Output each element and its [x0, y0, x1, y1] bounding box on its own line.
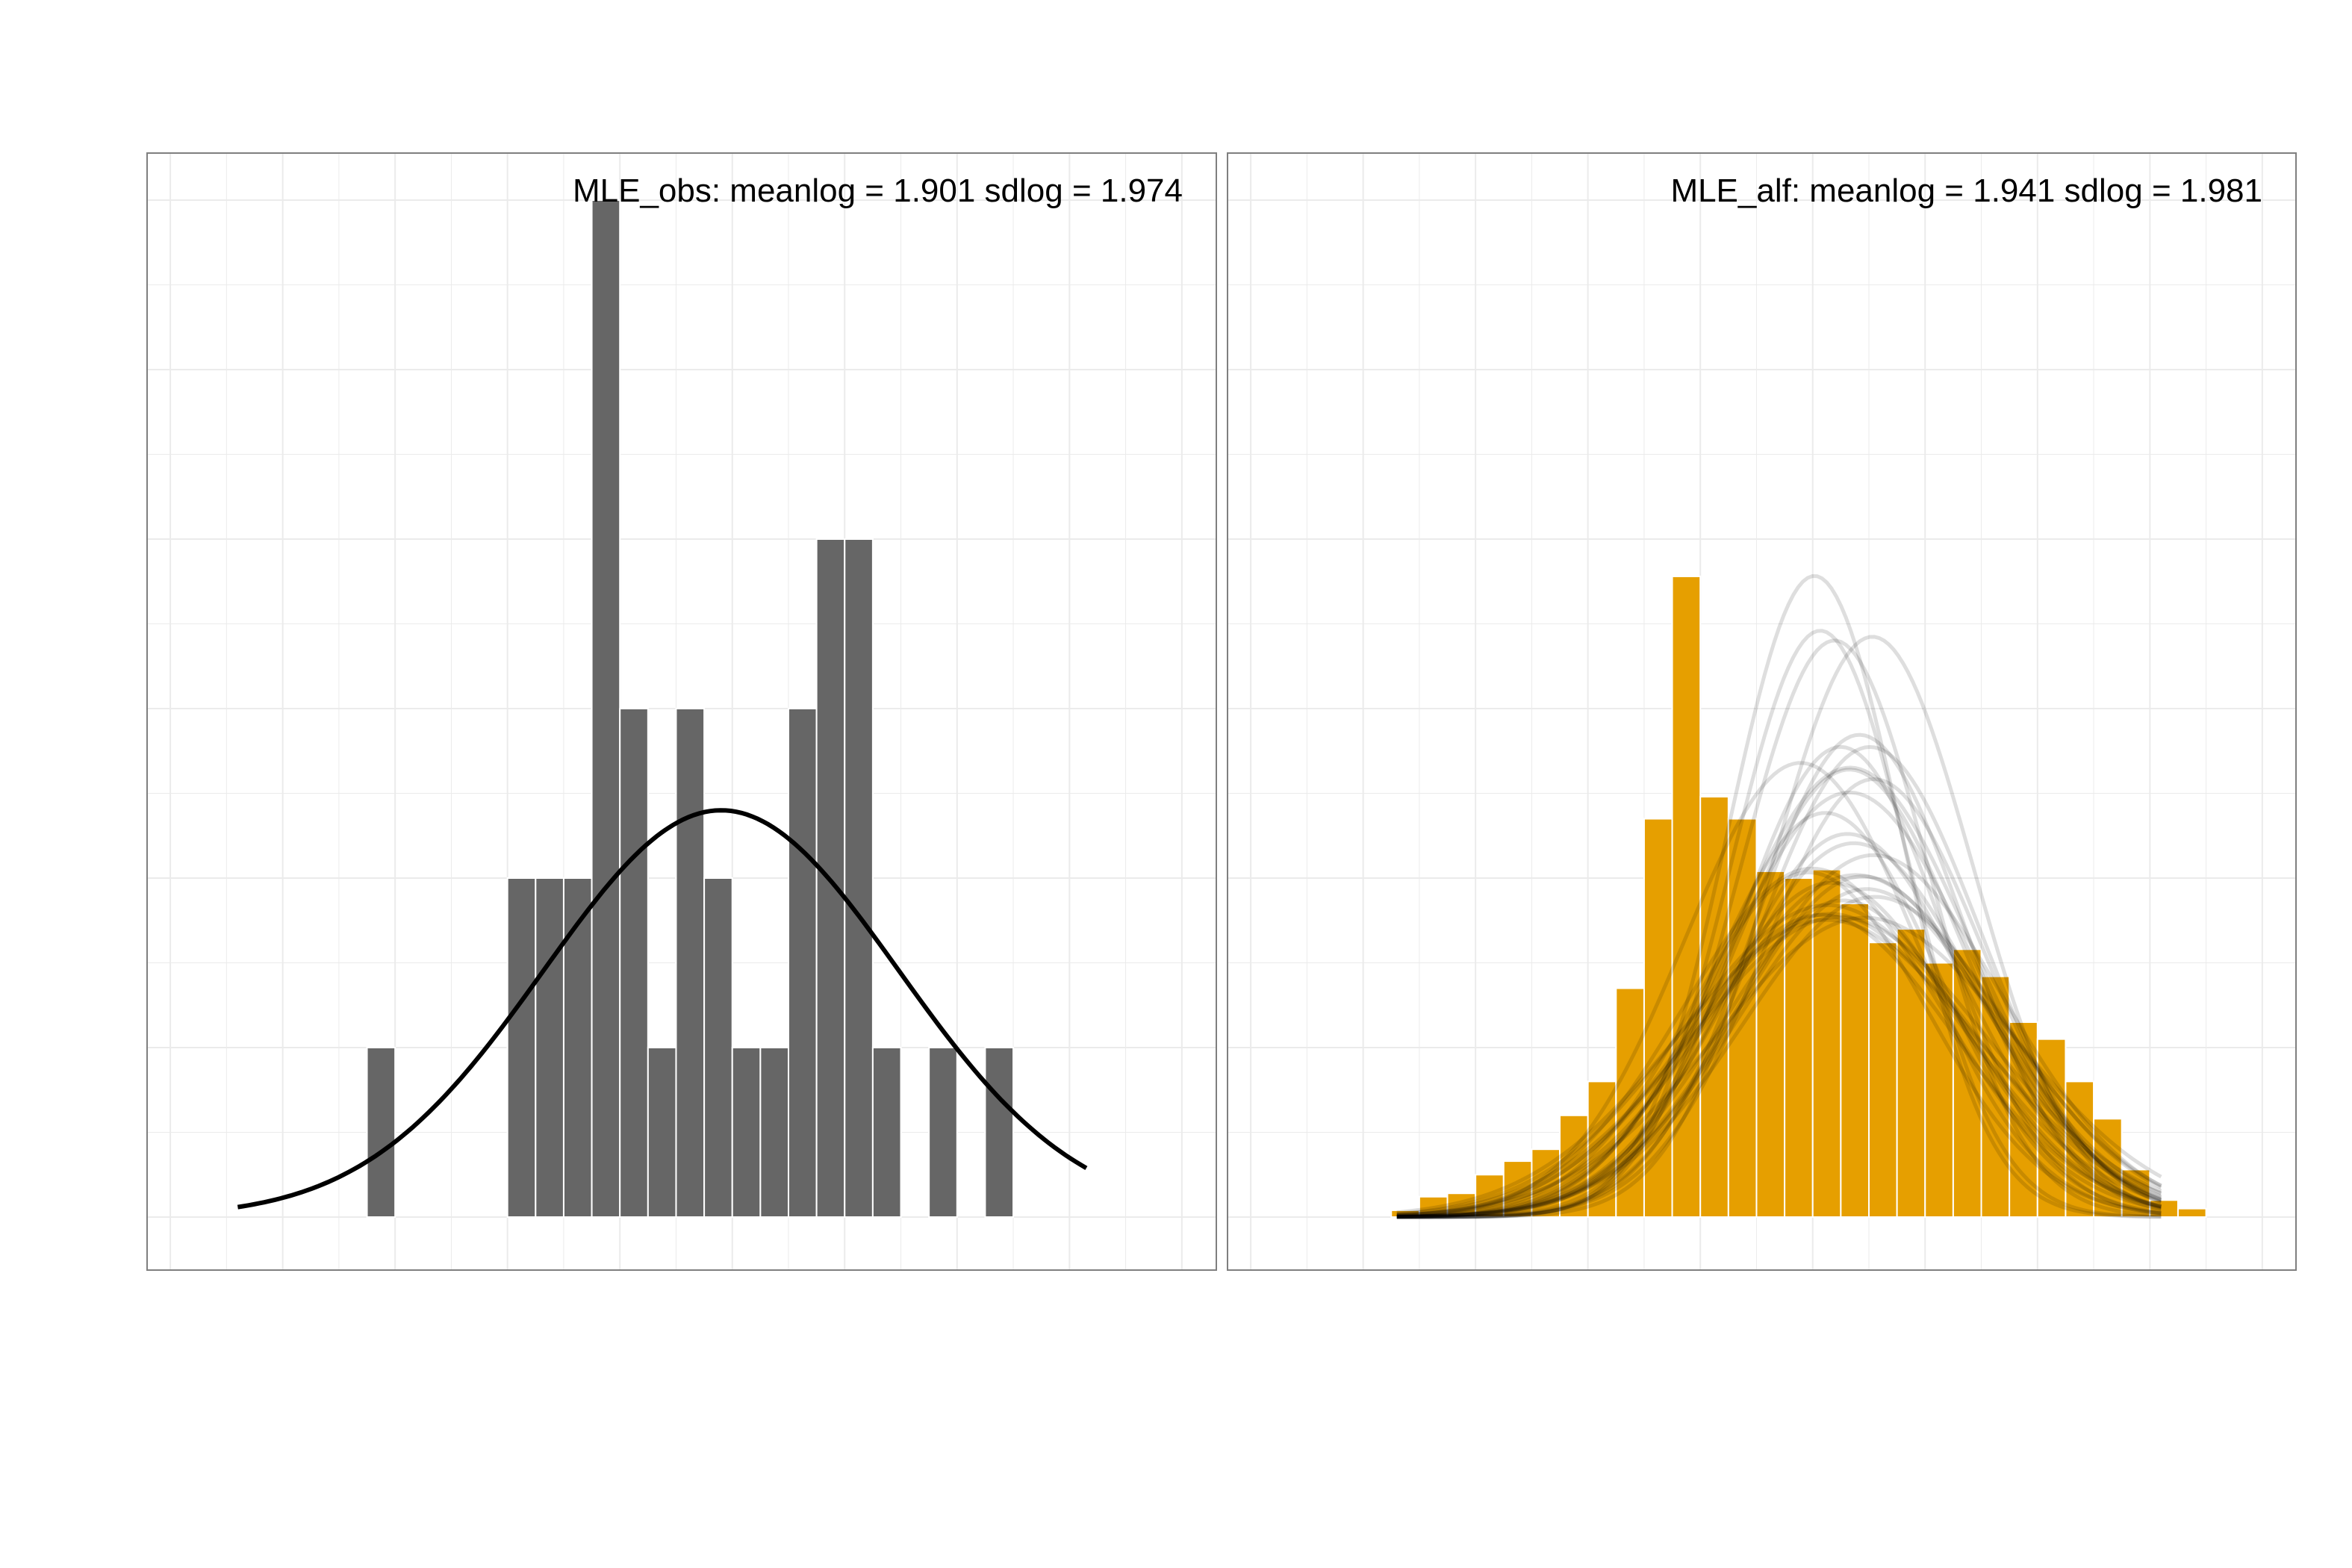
histogram-bar [1446, 1192, 1477, 1218]
bootstrap-density-curve [1396, 866, 2162, 1218]
bootstrap-density-curve [1396, 853, 2162, 1219]
bootstrap-density-curve [1396, 898, 2162, 1219]
histogram-bar [562, 877, 593, 1218]
histogram-bar [928, 1047, 958, 1218]
bootstrap-density-curve [1396, 811, 2162, 1219]
histogram-bar [1727, 818, 1758, 1218]
bootstrap-density-curve [1396, 832, 2162, 1219]
bootstrap-density-curve [1396, 573, 2162, 1219]
histogram-bar [1868, 942, 1898, 1218]
left-annotation: MLE_obs: meanlog = 1.901 sdlog = 1.974 [572, 172, 1183, 209]
histogram-bar [1924, 962, 1954, 1218]
histogram-bar [535, 877, 564, 1218]
histogram-bar [1980, 975, 2011, 1219]
histogram-bar [2065, 1080, 2095, 1219]
right-annotation: MLE_alf: meanlog = 1.941 sdlog = 1.981 [1670, 172, 2262, 209]
histogram-bar [731, 1047, 762, 1218]
histogram-bar [703, 877, 733, 1218]
bootstrap-density-curve [1396, 744, 2162, 1219]
bootstrap-density-curve [1396, 903, 2162, 1216]
histogram-bars [366, 199, 1015, 1218]
right-histogram-plot [1228, 154, 2295, 1269]
histogram-bar [1896, 928, 1926, 1218]
bootstrap-density-curve [1396, 880, 2162, 1219]
histogram-bar [2093, 1118, 2123, 1218]
left-histogram-panel: MLE_obs: meanlog = 1.901 sdlog = 1.974 [146, 152, 1217, 1271]
histogram-bar [1699, 796, 1729, 1218]
left-histogram-plot [148, 154, 1216, 1269]
histogram-bar [788, 708, 818, 1218]
histogram-bar [1587, 1080, 1617, 1219]
histogram-bar [1643, 818, 1673, 1218]
bootstrap-density-curve [1396, 915, 2162, 1217]
bootstrap-density-curve [1396, 887, 2162, 1219]
histogram-bar [506, 877, 537, 1218]
bootstrap-density-curve [1396, 915, 2162, 1216]
bootstrap-density-curve [1396, 912, 2162, 1217]
bootstrap-density-curve [1396, 635, 2162, 1219]
bootstrap-density-curve [1396, 744, 2162, 1219]
bootstrap-density-curve [1396, 918, 2162, 1215]
histogram-bar [984, 1047, 1015, 1218]
histogram-bar [591, 199, 621, 1218]
histogram-bar [2036, 1038, 2067, 1219]
histogram-bar [675, 708, 706, 1218]
histogram-bar [2009, 1021, 2038, 1218]
density-curve [237, 808, 1088, 1210]
histogram-bar [619, 708, 649, 1218]
histogram-bar [2121, 1169, 2151, 1218]
bootstrap-density-curve [1396, 870, 2162, 1219]
bootstrap-density-curve [1396, 790, 2162, 1219]
bootstrap-density-curve [1396, 841, 2162, 1219]
right-histogram-panel: MLE_alf: meanlog = 1.941 sdlog = 1.981 [1227, 152, 2297, 1271]
bootstrap-density-curve [1396, 895, 2162, 1219]
bootstrap-curves [1396, 573, 2162, 1219]
bootstrap-density-curve [1396, 874, 2162, 1219]
bootstrap-density-curve [1396, 761, 2162, 1218]
histogram-bar [1840, 903, 1870, 1218]
bootstrap-density-curve [1396, 765, 2162, 1219]
histogram-bar [1784, 877, 1814, 1218]
histogram-bar [759, 1047, 789, 1218]
histogram-bar [1531, 1148, 1561, 1218]
histogram-bar [871, 1047, 902, 1218]
bootstrap-density-curve [1396, 629, 2162, 1219]
bootstrap-density-curve [1396, 777, 2162, 1219]
histogram-bar [1502, 1160, 1533, 1218]
bootstrap-density-curve [1396, 873, 2162, 1218]
histogram-bar [647, 1047, 677, 1218]
bootstrap-density-curve [1396, 912, 2162, 1218]
histogram-bar [844, 538, 874, 1218]
histogram-bars [1390, 575, 2207, 1219]
bootstrap-density-curve [1396, 732, 2162, 1219]
histogram-bar [1671, 575, 1702, 1218]
bootstrap-density-curve [1396, 638, 2162, 1219]
bootstrap-density-curve [1396, 768, 2162, 1219]
histogram-bar [366, 1047, 396, 1218]
histogram-bar [2177, 1207, 2207, 1219]
